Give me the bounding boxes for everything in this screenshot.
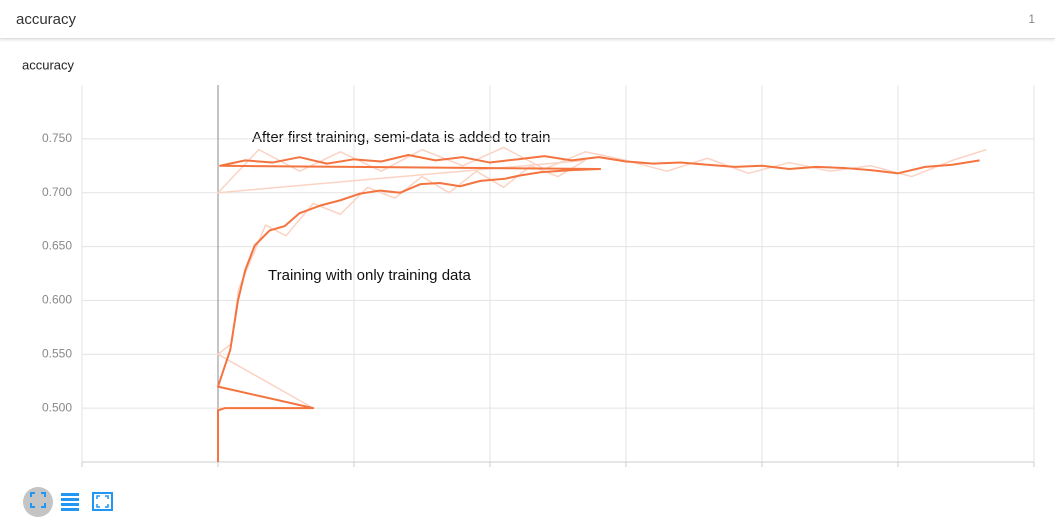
icon-bar	[61, 503, 79, 506]
list-button[interactable]	[61, 493, 79, 511]
icon-corners	[96, 495, 109, 508]
y-tick-label: 0.550	[42, 346, 72, 360]
y-tick-label: 0.650	[42, 239, 72, 253]
header-title: accuracy	[16, 11, 77, 28]
fit-button[interactable]	[92, 492, 113, 511]
annotation: After first training, semi-data is added…	[252, 129, 550, 146]
chart: accuracy After first training, semi-data…	[22, 57, 1035, 517]
fullscreen-button[interactable]	[23, 487, 53, 517]
fullscreen-icon	[30, 492, 46, 508]
chart-title: accuracy	[22, 57, 75, 72]
toolbar	[23, 487, 113, 517]
icon-bar	[61, 508, 79, 511]
icon-bar	[61, 498, 79, 501]
plot	[217, 146, 987, 462]
icon-bar	[61, 493, 79, 496]
series-line	[217, 154, 980, 462]
header-count: 1	[1028, 12, 1035, 26]
y-tick-label: 0.500	[42, 400, 72, 414]
y-tick-label: 0.600	[42, 293, 72, 307]
annotation: Training with only training data	[268, 267, 472, 284]
y-tick-label: 0.700	[42, 185, 72, 199]
icon-frame	[92, 492, 113, 511]
header: accuracy 1	[0, 0, 1055, 39]
y-tick-label: 0.750	[42, 131, 72, 145]
